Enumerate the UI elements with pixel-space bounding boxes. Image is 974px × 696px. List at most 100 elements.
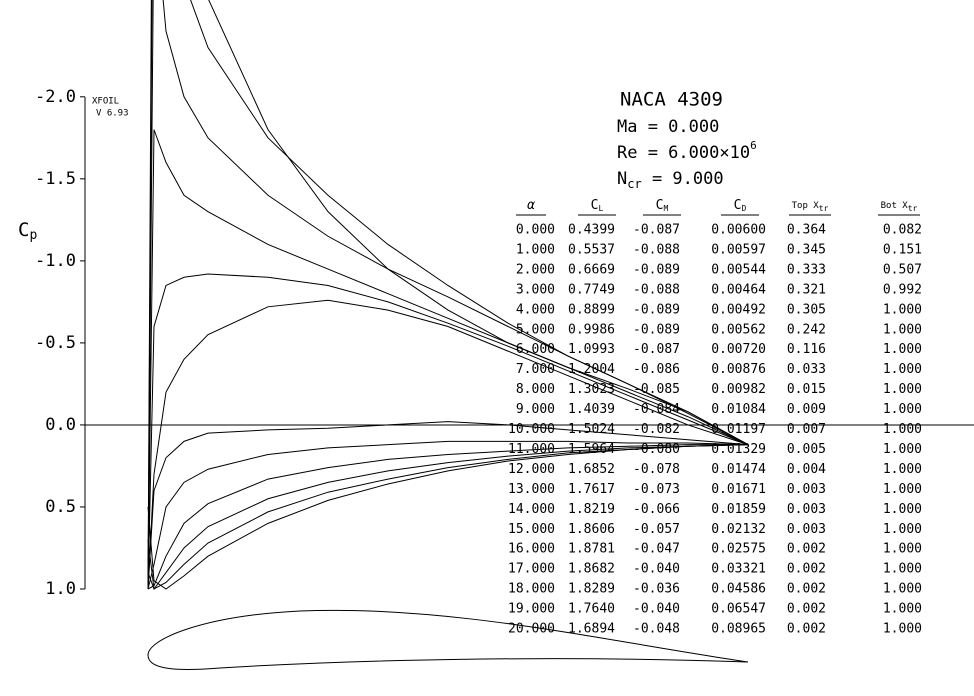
table-cell: 0.003: [787, 482, 826, 497]
table-cell: 14.000: [508, 502, 555, 517]
cp-curve: [147, 299, 749, 590]
table-cell: 1.000: [883, 382, 922, 397]
header-main: Bot X: [881, 201, 909, 211]
table-cell: 0.01671: [711, 482, 766, 497]
table-cell: 1.8219: [568, 502, 615, 517]
header-sub: D: [742, 204, 747, 213]
table-cell: 0.5537: [568, 242, 615, 257]
cp-curve: [147, 0, 749, 590]
header-sub: tr: [908, 204, 918, 213]
header-main: C: [656, 198, 664, 213]
table-header: CM: [656, 198, 669, 213]
ncrit: Ncr = 9.000: [617, 169, 724, 191]
cp-curve: [147, 444, 749, 590]
table-cell: 0.015: [787, 382, 826, 397]
table-cell: 0.06547: [711, 602, 766, 617]
airfoil: [147, 609, 749, 670]
header-sub: tr: [819, 204, 829, 213]
table-cell: 0.364: [787, 223, 826, 238]
table-cell: 1.3023: [568, 382, 615, 397]
table-header: α: [527, 198, 535, 213]
table-cell: 1.8682: [568, 562, 615, 577]
ncrit-sub: cr: [627, 177, 641, 191]
table-cell: 16.000: [508, 542, 555, 557]
table-cell: 1.0993: [568, 342, 615, 357]
table-cell: 1.000: [883, 562, 922, 577]
table-cell: 1.4039: [568, 402, 615, 417]
table-cell: -0.057: [633, 522, 680, 537]
header-main: α: [527, 198, 535, 213]
table-cell: 1.6894: [568, 622, 615, 637]
table-cell: 0.08965: [711, 622, 766, 637]
table-cell: -0.048: [633, 622, 680, 637]
header-main: C: [591, 198, 599, 213]
table-cell: -0.084: [633, 402, 680, 417]
table-cell: 0.151: [883, 242, 922, 257]
table-cell: 0.002: [787, 582, 826, 597]
cp-curve: [147, 0, 749, 590]
table-cell: 1.000: [883, 302, 922, 317]
table-cell: -0.088: [633, 282, 680, 297]
table-cell: 0.01859: [711, 502, 766, 517]
table-cell: 0.6669: [568, 262, 615, 277]
table-cell: 17.000: [508, 562, 555, 577]
table-cell: 2.000: [516, 262, 555, 277]
table-cell: -0.080: [633, 442, 680, 457]
table-cell: 0.01329: [711, 442, 766, 457]
table-cell: 0.003: [787, 502, 826, 517]
table-cell: 1.000: [883, 542, 922, 557]
table-cell: 1.000: [883, 622, 922, 637]
cp-curve: [147, 444, 749, 591]
table-cell: 1.8781: [568, 542, 615, 557]
table-cell: 0.00464: [711, 282, 766, 297]
cp-curve: [147, 273, 749, 590]
table-cell: 0.033: [787, 362, 826, 377]
table-cell: 0.000: [516, 223, 555, 238]
table-cell: 0.002: [787, 622, 826, 637]
table-cell: -0.040: [633, 562, 680, 577]
table-cell: -0.078: [633, 462, 680, 477]
table-cell: -0.082: [633, 422, 680, 437]
table-header: Bot Xtr: [881, 201, 918, 213]
table-cell: 0.01084: [711, 402, 766, 417]
cp-curve: [147, 444, 748, 590]
table-cell: -0.073: [633, 482, 680, 497]
table-cell: 1.7617: [568, 482, 615, 497]
reynolds: Re = 6.000×106: [617, 139, 757, 163]
table-cell: 0.00562: [711, 322, 766, 337]
table-cell: 0.333: [787, 262, 826, 277]
table-cell: 0.002: [787, 562, 826, 577]
table-cell: 4.000: [516, 302, 555, 317]
table-cell: -0.066: [633, 502, 680, 517]
table-header: CL: [591, 198, 604, 213]
table-cell: -0.089: [633, 322, 680, 337]
reynolds-exp: 6: [750, 139, 757, 152]
table-cell: 0.00876: [711, 362, 766, 377]
table-cell: 6.000: [516, 342, 555, 357]
table-cell: 0.03321: [711, 562, 766, 577]
table-cell: -0.087: [633, 223, 680, 238]
table-cell: 0.321: [787, 282, 826, 297]
table-cell: 0.507: [883, 262, 922, 277]
table-cell: 1.000: [883, 482, 922, 497]
table-cell: 1.5964: [568, 442, 615, 457]
table-cell: 11.000: [508, 442, 555, 457]
cp-curve: [147, 129, 749, 590]
ncrit-rest: = 9.000: [642, 169, 724, 189]
y-tick-label: -2.0: [35, 87, 76, 107]
header-main: C: [734, 198, 742, 213]
table-cell: 1.8289: [568, 582, 615, 597]
y-axis-label: Cp: [18, 219, 37, 243]
table-cell: 0.242: [787, 322, 826, 337]
table-cell: 0.00544: [711, 262, 766, 277]
chart-title: NACA 4309: [620, 89, 723, 111]
table-cell: 1.5024: [568, 422, 615, 437]
y-tick-label: -1.5: [35, 169, 76, 189]
table-cell: 7.000: [516, 362, 555, 377]
cp-curve: [147, 421, 749, 590]
table-cell: 0.116: [787, 342, 826, 357]
table-cell: -0.088: [633, 242, 680, 257]
table-cell: 0.004: [787, 462, 826, 477]
table-cell: 8.000: [516, 382, 555, 397]
table-header: CD: [734, 198, 747, 213]
